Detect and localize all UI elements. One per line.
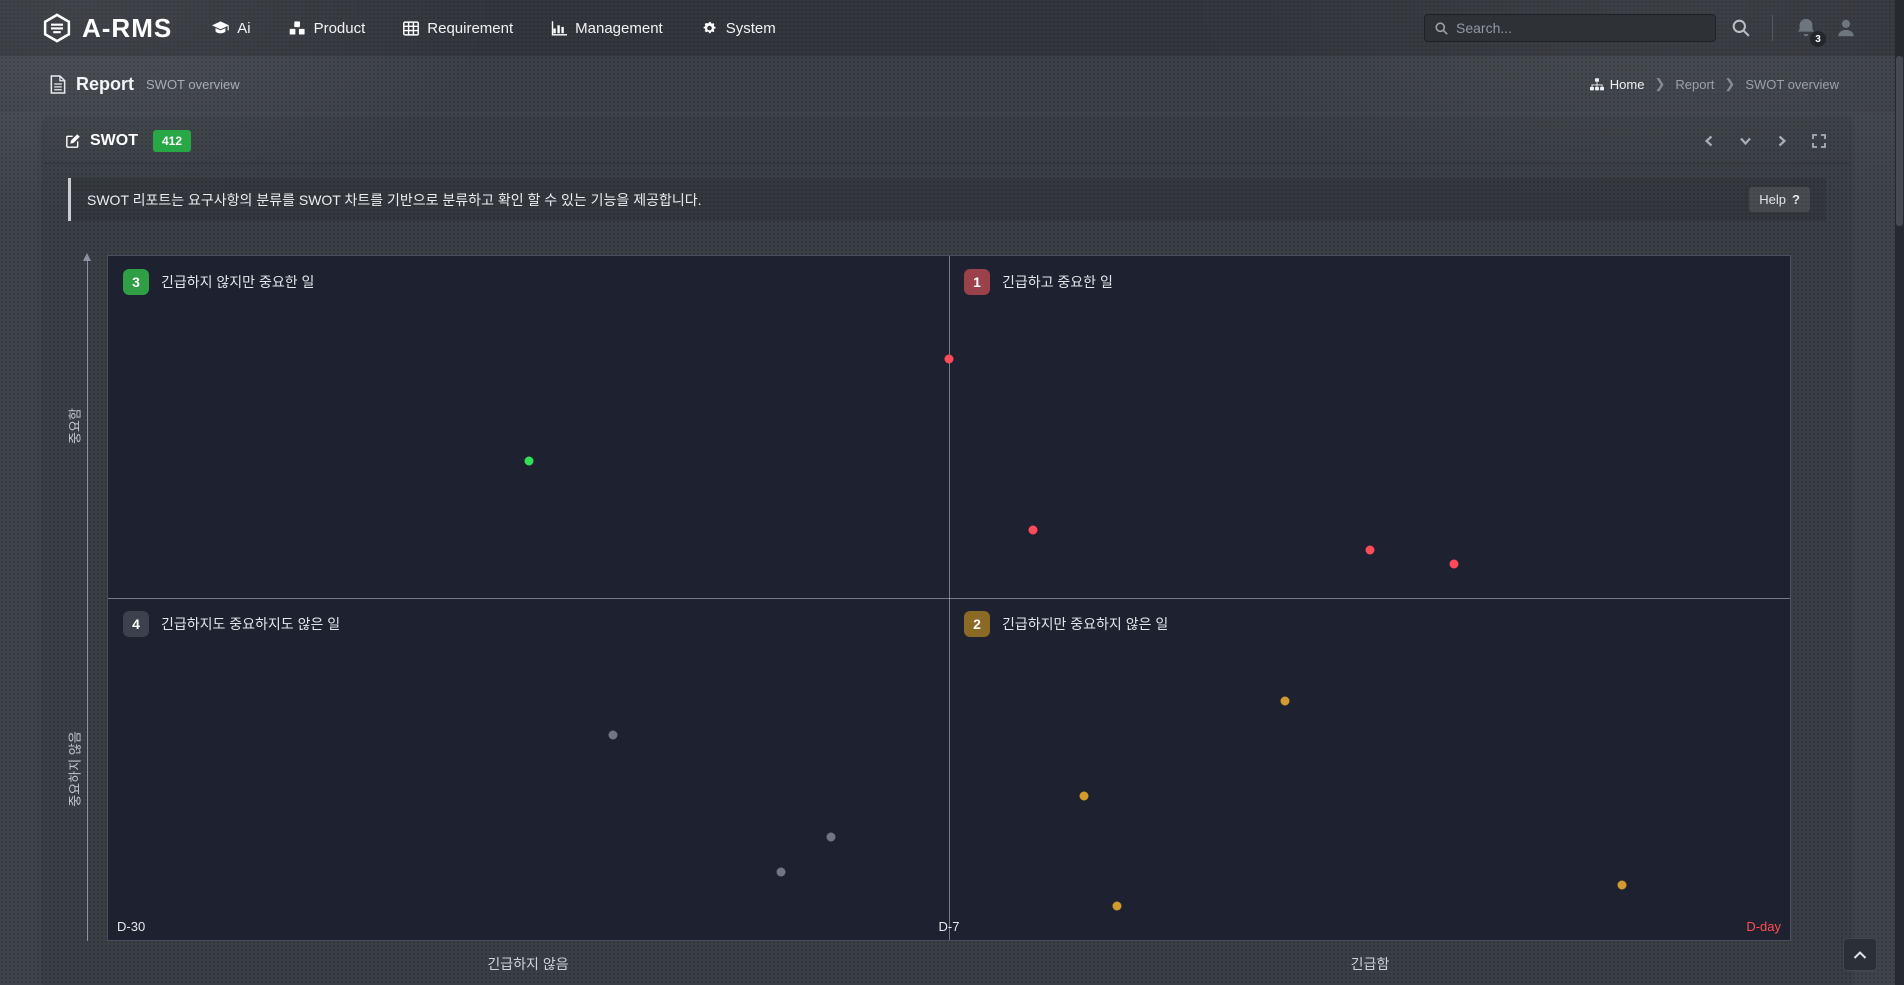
quadrant-2: 2 긴급하지만 중요하지 않은 일 xyxy=(949,598,1790,940)
breadcrumb-label: Home xyxy=(1609,76,1645,92)
data-point-not-urgent-important[interactable] xyxy=(524,456,533,466)
main-nav: Ai Product xyxy=(212,20,776,37)
page-subtitle: SWOT overview xyxy=(146,76,240,92)
swot-panel: SWOT 412 SWOT xyxy=(44,118,1850,985)
graduation-cap-icon xyxy=(212,20,230,36)
quadrant-divider-horizontal xyxy=(108,598,1790,599)
quadrant-label: 긴급하고 중요한 일 xyxy=(1002,274,1113,290)
scroll-to-top-button[interactable] xyxy=(1843,938,1877,971)
data-point-not-urgent-not-important[interactable] xyxy=(608,730,618,740)
chevron-right-icon[interactable] xyxy=(1774,133,1790,149)
data-point-urgent-not-important[interactable] xyxy=(1617,880,1627,890)
user-profile-icon[interactable] xyxy=(1833,15,1859,41)
topbar-right: 3 xyxy=(1424,14,1859,47)
topbar-divider xyxy=(1772,15,1773,41)
help-label: Help xyxy=(1759,192,1787,207)
nav-label: Management xyxy=(575,19,663,37)
question-mark-icon: ? xyxy=(1792,192,1800,207)
y-axis-label-bottom: 중요하지 않음 xyxy=(67,731,83,807)
nav-label: Ai xyxy=(237,19,251,37)
quadrant-label: 긴급하지 않지만 중요한 일 xyxy=(161,274,315,290)
quadrant-badge: 1 xyxy=(964,269,990,295)
bar-chart-icon xyxy=(551,20,568,36)
search-submit-button[interactable] xyxy=(1730,17,1752,39)
page-title: Report xyxy=(76,73,134,94)
quadrant-3: 3 긴급하지 않지만 중요한 일 xyxy=(108,256,949,598)
swot-quadrant-chart: 3 긴급하지 않지만 중요한 일 1 긴급하고 중요한 일 4 긴급하지도 중요… xyxy=(107,255,1791,941)
nav-label: Product xyxy=(313,19,366,37)
data-point-urgent-not-important[interactable] xyxy=(1280,696,1290,706)
cogs-icon xyxy=(701,21,718,36)
logo-text: A-RMS xyxy=(82,12,173,43)
time-marker-dday: D-day xyxy=(1746,919,1781,934)
quadrant-label: 긴급하지만 중요하지 않은 일 xyxy=(1002,616,1169,632)
nav-item-requirement[interactable]: Requirement xyxy=(403,20,513,37)
notifications-bell-icon[interactable]: 3 xyxy=(1793,15,1826,47)
table-icon xyxy=(403,20,420,36)
data-point-urgent-important[interactable] xyxy=(1365,545,1374,555)
chevron-down-icon[interactable] xyxy=(1737,133,1754,149)
cubes-icon xyxy=(289,20,306,36)
y-axis-label-top: 중요함 xyxy=(67,408,83,444)
logo-hexagon-icon xyxy=(42,13,72,43)
chevron-right-icon: ❯ xyxy=(1654,76,1666,91)
data-point-urgent-not-important[interactable] xyxy=(1112,901,1122,911)
report-file-icon xyxy=(50,74,66,94)
nav-label: System xyxy=(725,19,776,37)
data-point-urgent-important[interactable] xyxy=(1028,525,1038,535)
y-axis-line xyxy=(83,253,91,941)
chart-dots xyxy=(108,256,1790,940)
panel-title-text: SWOT xyxy=(90,131,138,149)
data-point-not-urgent-not-important[interactable] xyxy=(826,832,836,842)
swot-panel-header: SWOT 412 xyxy=(44,118,1850,164)
nav-item-system[interactable]: System xyxy=(701,20,776,37)
app-logo[interactable]: A-RMS xyxy=(42,13,172,44)
swot-count-badge: 412 xyxy=(153,129,192,152)
quadrant-1: 1 긴급하고 중요한 일 xyxy=(949,256,1790,598)
nav-item-management[interactable]: Management xyxy=(551,20,663,37)
chevron-right-icon: ❯ xyxy=(1724,76,1736,91)
breadcrumb-home[interactable]: Home xyxy=(1589,76,1645,92)
panel-tools xyxy=(1701,132,1828,150)
search-input[interactable] xyxy=(1456,20,1705,36)
page-scrollbar[interactable] xyxy=(1895,0,1904,985)
quadrant-badge: 4 xyxy=(123,611,149,637)
notification-count-badge: 3 xyxy=(1810,31,1826,47)
search-icon xyxy=(1435,21,1448,35)
breadcrumb-current: SWOT overview xyxy=(1745,76,1839,92)
edit-icon xyxy=(66,133,81,148)
data-point-urgent-important[interactable] xyxy=(944,354,954,364)
help-button[interactable]: Help ? xyxy=(1749,187,1810,212)
panel-description-bar: SWOT 리포트는 요구사항의 분류를 SWOT 차트를 기반으로 분류하고 확… xyxy=(68,178,1826,221)
quadrant-4: 4 긴급하지도 중요하지도 않은 일 xyxy=(108,598,949,940)
chevron-up-icon xyxy=(1853,950,1867,960)
quadrant-badge: 3 xyxy=(123,269,149,295)
nav-label: Requirement xyxy=(427,19,514,37)
scrollbar-thumb[interactable] xyxy=(1896,56,1903,226)
time-marker-d7: D-7 xyxy=(938,919,960,934)
top-navbar: A-RMS Ai xyxy=(0,0,1895,56)
breadcrumb: Home ❯ Report ❯ SWOT overview xyxy=(1589,76,1839,92)
page-header: Report SWOT overview Home ❯ Repo xyxy=(0,56,1895,112)
x-axis-label-right: 긴급함 xyxy=(1350,956,1390,972)
search-box xyxy=(1424,14,1716,42)
chevron-left-icon[interactable] xyxy=(1701,133,1717,149)
sitemap-icon xyxy=(1589,77,1604,91)
data-point-urgent-important[interactable] xyxy=(1449,559,1459,569)
x-axis-label-left: 긴급하지 않음 xyxy=(487,956,569,972)
expand-icon[interactable] xyxy=(1810,132,1828,150)
time-marker-d30: D-30 xyxy=(117,919,146,934)
data-point-urgent-not-important[interactable] xyxy=(1079,791,1089,801)
nav-item-product[interactable]: Product xyxy=(289,19,366,37)
quadrant-badge: 2 xyxy=(964,611,990,637)
quadrant-label: 긴급하지도 중요하지도 않은 일 xyxy=(161,616,341,632)
nav-item-ai[interactable]: Ai xyxy=(212,19,251,37)
panel-description: SWOT 리포트는 요구사항의 분류를 SWOT 차트를 기반으로 분류하고 확… xyxy=(87,191,702,208)
data-point-not-urgent-not-important[interactable] xyxy=(776,867,786,877)
breadcrumb-report[interactable]: Report xyxy=(1675,76,1715,92)
